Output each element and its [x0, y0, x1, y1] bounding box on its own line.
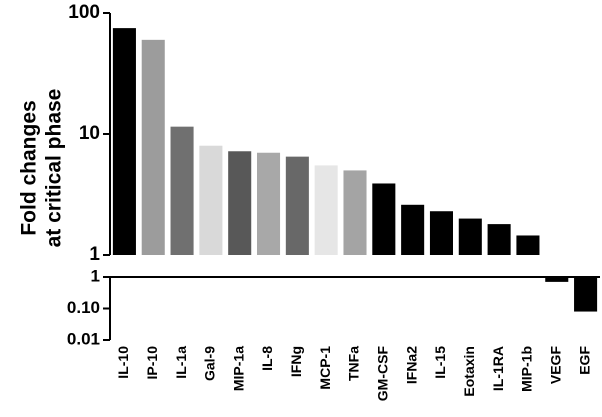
bar: [112, 28, 136, 256]
bar: [199, 145, 223, 255]
y-axis-label: at critical phase: [43, 89, 66, 248]
x-tick-label: IL-8: [259, 346, 275, 371]
bar: [372, 183, 396, 255]
bar: [228, 151, 252, 255]
y-axis-label: Fold changes: [18, 100, 41, 235]
x-tick-label: MIP-1a: [230, 346, 246, 391]
y-tick-label: 100: [68, 2, 100, 23]
x-tick-label: IFNg: [288, 346, 304, 377]
bar: [429, 211, 453, 255]
x-tick-label: GM-CSF: [375, 346, 391, 402]
x-tick-label: IL-1RA: [490, 346, 506, 391]
x-tick-label: TNFa: [346, 346, 362, 381]
x-tick-label: IL-1a: [173, 346, 189, 379]
x-tick-label: MIP-1b: [519, 346, 535, 392]
x-tick-label: IL-10: [115, 346, 131, 379]
bar: [458, 218, 482, 255]
bar: [487, 224, 511, 255]
x-tick-label: Gal-9: [202, 346, 218, 381]
y-tick-label: 1: [91, 266, 100, 285]
bar: [170, 126, 194, 255]
bar: [314, 165, 338, 255]
x-tick-label: EGF: [576, 346, 592, 375]
bar: [343, 170, 367, 255]
x-tick-label: IP-10: [144, 346, 160, 380]
y-tick-label: 0.01: [67, 329, 100, 348]
bar: [285, 156, 309, 255]
y-tick-label: 10: [79, 123, 100, 144]
x-tick-label: IFNa2: [403, 346, 419, 384]
x-tick-label: IL-15: [432, 346, 448, 379]
bar: [257, 152, 281, 255]
bar: [574, 277, 598, 312]
x-tick-label: Eotaxin: [461, 346, 477, 397]
bar: [545, 277, 569, 282]
x-tick-label: MCP-1: [317, 346, 333, 390]
y-tick-label: 0.10: [67, 298, 100, 317]
bar: [141, 39, 165, 255]
bar: [401, 204, 425, 255]
x-tick-label: VEGF: [547, 346, 563, 385]
y-tick-label: 1: [89, 244, 100, 265]
bar: [516, 235, 540, 255]
